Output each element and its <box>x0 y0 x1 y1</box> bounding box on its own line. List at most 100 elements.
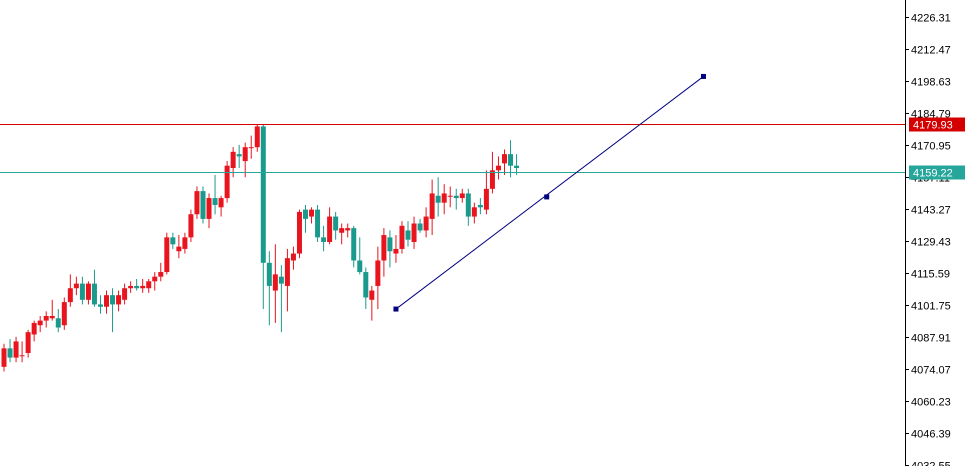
candle <box>471 202 477 224</box>
candle-body <box>104 295 110 307</box>
candle-body <box>284 258 290 286</box>
candle-body <box>447 195 453 197</box>
candle <box>483 170 489 215</box>
candle <box>266 251 272 326</box>
candle-body <box>248 147 254 149</box>
candle <box>339 223 345 245</box>
candle <box>495 156 501 180</box>
candle-body <box>387 237 393 252</box>
candle-body <box>230 151 236 169</box>
candle <box>31 320 37 342</box>
candle-body <box>435 195 441 203</box>
price-axis-label: 4143.27 <box>911 205 951 217</box>
candle-body <box>423 216 429 231</box>
candle-body <box>411 223 417 242</box>
candle-body <box>218 198 224 208</box>
candle-body <box>61 302 67 326</box>
candle-body <box>278 276 284 284</box>
candle-body <box>327 216 333 242</box>
candle <box>188 209 194 242</box>
candle <box>176 235 182 259</box>
candle <box>447 186 453 208</box>
price-axis-label: 4046.39 <box>911 429 951 441</box>
candle <box>477 198 483 215</box>
candle <box>260 124 266 310</box>
candle <box>309 207 315 224</box>
candle-body <box>55 318 61 328</box>
candle <box>212 174 218 215</box>
candle <box>134 278 140 291</box>
candle <box>417 218 423 233</box>
candle-body <box>333 216 339 231</box>
candle <box>381 228 387 277</box>
candle-body <box>429 193 435 219</box>
candle <box>152 272 158 291</box>
candle <box>514 154 520 175</box>
trendline-anchor-handle[interactable] <box>700 73 706 79</box>
price-axis-label: 4032.55 <box>911 461 951 466</box>
candle-body <box>351 228 357 261</box>
candle <box>73 276 79 296</box>
candle-body <box>471 207 477 217</box>
candle <box>55 309 61 333</box>
candle-body <box>134 285 140 289</box>
candle <box>387 230 393 268</box>
price-tag: 4159.22 <box>909 165 965 180</box>
candle <box>465 188 471 226</box>
candle-body <box>508 154 514 166</box>
candle <box>345 223 351 238</box>
trendline-anchor-handle[interactable] <box>393 306 399 312</box>
candle <box>393 235 399 263</box>
candle-body <box>260 126 266 263</box>
candle-body <box>152 276 158 282</box>
candle <box>284 248 290 312</box>
price-axis-label: 4170.95 <box>911 141 951 153</box>
candle-body <box>254 126 260 148</box>
candle-body <box>37 320 43 326</box>
candle-body <box>441 193 447 203</box>
candle <box>19 341 25 363</box>
candle-body <box>91 283 97 305</box>
price-axis-label: 4074.07 <box>911 365 951 377</box>
candle <box>272 244 278 323</box>
candle-body <box>1 348 7 367</box>
candle-body <box>339 228 345 233</box>
candle <box>399 221 405 254</box>
candle <box>49 299 55 321</box>
candle <box>224 161 230 203</box>
candle <box>296 209 302 259</box>
candle <box>363 267 369 310</box>
candle-body <box>369 290 375 300</box>
trendline-anchor-handle[interactable] <box>544 194 550 200</box>
candle-body <box>266 262 272 286</box>
price-axis-label: 4198.63 <box>911 77 951 89</box>
candle <box>327 207 333 245</box>
candle <box>128 281 134 293</box>
candle-body <box>164 237 170 273</box>
candle <box>7 339 13 363</box>
price-axis-label: 4226.31 <box>911 13 951 25</box>
trendline-layer[interactable] <box>393 73 706 312</box>
trendline[interactable] <box>395 76 704 310</box>
candle <box>357 237 363 275</box>
price-tag-background <box>909 117 965 132</box>
candle-body <box>303 209 308 219</box>
candle-body <box>128 285 134 289</box>
candle <box>423 207 429 238</box>
candle <box>453 188 459 210</box>
candle-body <box>110 295 116 305</box>
candle <box>254 124 260 152</box>
candle-body <box>25 332 31 353</box>
candle <box>303 205 308 233</box>
candle <box>218 195 224 217</box>
candle <box>405 221 411 247</box>
candle <box>110 288 116 333</box>
candle-body <box>224 165 230 199</box>
candle-body <box>140 285 146 289</box>
candle-body <box>321 237 327 242</box>
candle <box>194 186 200 219</box>
candle-body <box>43 315 49 321</box>
candle-body <box>495 165 501 171</box>
candle <box>351 225 357 268</box>
